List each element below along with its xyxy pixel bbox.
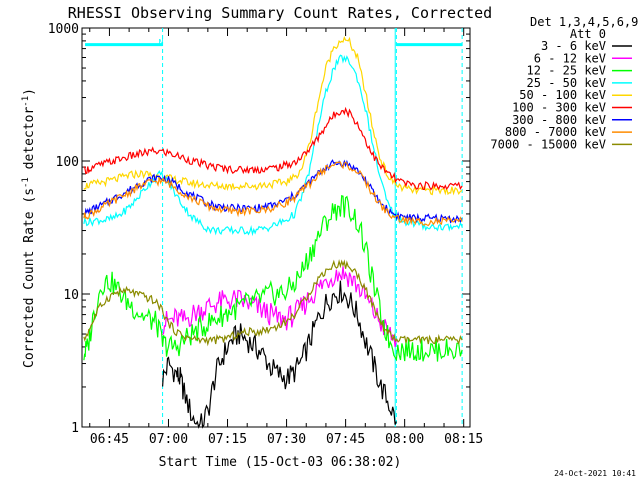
x-axis-label: Start Time (15-Oct-03 06:38:02) — [159, 455, 402, 470]
flag-label: N — [159, 38, 164, 47]
chart-title: RHESSI Observing Summary Count Rates, Co… — [68, 4, 492, 22]
x-tick-label-2: 07:15 — [208, 432, 247, 447]
x-tick-label-3: 07:30 — [267, 432, 306, 447]
legend-label-0: 3 - 6 keV — [541, 39, 606, 53]
legend-header-line2: Att 0 — [570, 27, 606, 41]
y-tick-label-1: 10 — [63, 288, 79, 303]
legend-label-5: 100 - 300 keV — [512, 101, 606, 115]
series-line-4 — [83, 35, 463, 196]
y-tick-label-3: 1000 — [48, 22, 79, 37]
series-line-1 — [162, 266, 397, 348]
series-line-6 — [83, 159, 463, 224]
legend-label-7: 800 - 7000 keV — [505, 125, 606, 139]
axis-ticks: 06:45 07:00 07:15 07:30 07:45 08:00 08:15 1 10 10… — [48, 22, 484, 447]
legend-label-2: 12 - 25 keV — [527, 64, 606, 78]
series-line-3 — [83, 54, 463, 237]
y-tick-label-0: 1 — [71, 421, 79, 436]
marker-lines — [85, 28, 463, 427]
footer-timestamp: 24-Oct-2021 10:41 — [554, 469, 636, 478]
legend-label-6: 300 - 800 keV — [512, 113, 606, 127]
plot-frame — [81, 27, 471, 428]
series-line-5 — [83, 106, 463, 191]
x-tick-label-0: 06:45 — [90, 432, 129, 447]
x-tick-label-5: 08:00 — [385, 432, 424, 447]
x-tick-label-1: 07:00 — [149, 432, 188, 447]
series-line-7 — [83, 161, 463, 227]
x-tick-label-6: 08:15 — [444, 432, 483, 447]
y-axis-label: Corrected Count Rate (s-1 detector-1) — [21, 88, 37, 368]
series-line-8 — [83, 259, 463, 347]
legend-label-3: 25 - 50 keV — [527, 76, 606, 90]
x-tick-label-4: 07:45 — [326, 432, 365, 447]
legend-label-8: 7000 - 15000 keV — [490, 137, 606, 151]
legend-label-4: 50 - 100 keV — [519, 88, 606, 102]
series-line-2 — [83, 195, 463, 362]
legend-header-line1: Det 1,3,4,5,6,9, — [530, 15, 640, 29]
series-group — [83, 35, 463, 429]
y-tick-label-2: 100 — [56, 155, 79, 170]
legend-label-1: 6 - 12 keV — [534, 51, 606, 65]
series-line-0 — [162, 280, 397, 429]
